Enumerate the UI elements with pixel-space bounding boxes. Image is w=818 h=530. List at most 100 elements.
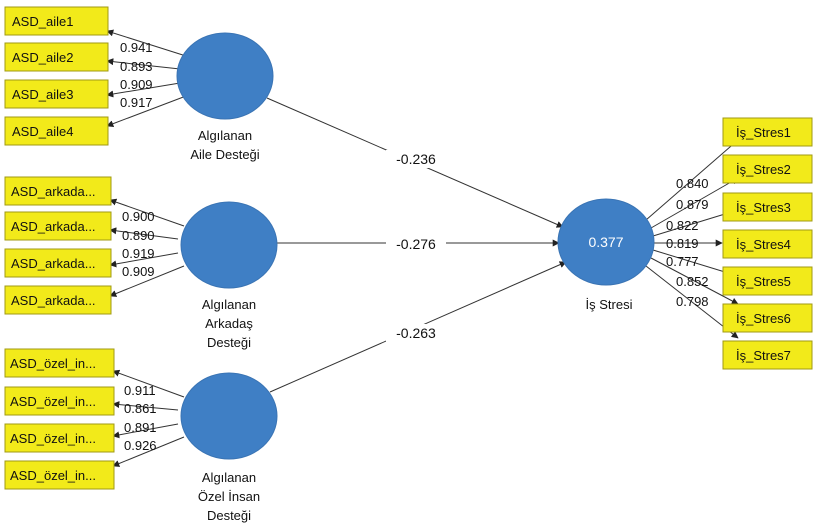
loading-value: 0.926: [124, 438, 157, 453]
loading-value: 0.777: [666, 254, 699, 269]
indicator-box[interactable]: ASD_arkada...: [4, 248, 112, 278]
path-coef-bg: [386, 235, 446, 253]
latent-stres[interactable]: 0.377: [557, 198, 655, 286]
indicator-box[interactable]: ASD_aile1: [4, 6, 109, 36]
indicator-label: İş_Stres4: [736, 237, 791, 252]
latent-label-stres: İş Stresi: [586, 297, 633, 312]
indicator-label: İş_Stres2: [736, 162, 791, 177]
indicator-box[interactable]: ASD_özel_in...: [4, 348, 115, 378]
loading-value: 0.822: [666, 218, 699, 233]
indicator-label: ASD_arkada...: [11, 184, 96, 199]
latent-label-line: Özel İnsan: [198, 489, 260, 504]
loading-value: 0.852: [676, 274, 709, 289]
latent-ozel[interactable]: [180, 372, 278, 460]
path-coef-bg: [386, 324, 446, 342]
loading-value: 0.909: [122, 264, 155, 279]
latent-label-line: Algılanan: [202, 470, 256, 485]
indicator-box[interactable]: İş_Stres4: [722, 229, 813, 259]
indicator-label: ASD_arkada...: [11, 293, 96, 308]
loading-edge-ozel-3: [112, 423, 179, 439]
loading-value: 0.840: [676, 176, 709, 191]
latent-label-line: Aile Desteği: [190, 147, 259, 162]
r-squared-value: 0.377: [588, 234, 623, 250]
loadings-ozel: 0.911 0.861 0.891 0.926: [124, 383, 157, 453]
indicator-box[interactable]: ASD_özel_in...: [4, 423, 115, 453]
loading-edge-aile-4: [106, 95, 187, 128]
indicator-label: İş_Stres5: [736, 274, 791, 289]
loading-edge-ozel-2: [112, 401, 179, 411]
loading-edge-stres-2: [650, 177, 739, 229]
indicator-label: ASD_aile1: [12, 14, 73, 29]
indicator-label: ASD_aile4: [12, 124, 73, 139]
indicator-label: İş_Stres7: [736, 348, 791, 363]
indicator-box[interactable]: İş_Stres3: [722, 192, 813, 222]
latent-label-line: Algılanan: [198, 128, 252, 143]
indicator-box[interactable]: ASD_arkada...: [4, 285, 112, 315]
loading-edge-aile-3: [106, 82, 181, 98]
loading-value: 0.941: [120, 40, 153, 55]
loading-value: 0.919: [122, 246, 155, 261]
indicator-box[interactable]: İş_Stres1: [722, 117, 813, 147]
loading-edge-stres-6: [650, 257, 739, 305]
loadings-aile: 0.941 0.893 0.909 0.917: [120, 40, 153, 110]
loading-edge-arkadas-4: [109, 265, 185, 297]
loading-value: 0.861: [124, 401, 157, 416]
latent-label-line: Desteği: [207, 508, 251, 523]
indicator-label: ASD_özel_in...: [10, 394, 96, 409]
loading-value: 0.891: [124, 420, 157, 435]
indicators-arkadas: ASD_arkada... ASD_arkada... ASD_arkada..…: [4, 176, 112, 315]
loading-edge-arkadas-1: [109, 198, 185, 227]
latent-label-line: Arkadaş: [205, 316, 253, 331]
indicator-label: ASD_özel_in...: [10, 431, 96, 446]
loading-edge-aile-2: [106, 58, 181, 70]
loading-value: 0.911: [124, 383, 156, 398]
loading-value: 0.917: [120, 95, 153, 110]
indicator-box[interactable]: ASD_arkada...: [4, 211, 112, 241]
indicator-box[interactable]: ASD_aile4: [4, 116, 109, 146]
loading-edge-ozel-1: [112, 369, 185, 398]
indicators-aile: ASD_aile1 ASD_aile2 ASD_aile3 ASD_aile4: [4, 6, 109, 146]
indicator-label: ASD_özel_in...: [10, 468, 96, 483]
loading-value: 0.798: [676, 294, 709, 309]
indicator-box[interactable]: ASD_özel_in...: [4, 386, 115, 416]
indicator-box[interactable]: ASD_arkada...: [4, 176, 112, 206]
indicator-label: ASD_arkada...: [11, 219, 96, 234]
loading-edge-aile-1: [106, 29, 187, 57]
latent-aile[interactable]: [176, 32, 274, 120]
indicator-label: ASD_aile2: [12, 50, 73, 65]
indicator-label: ASD_özel_in...: [10, 356, 96, 371]
indicator-box[interactable]: ASD_aile3: [4, 79, 109, 109]
indicator-box[interactable]: ASD_aile2: [4, 42, 109, 72]
latent-label-line: İş Stresi: [586, 297, 633, 312]
latent-arkadas[interactable]: [180, 201, 278, 289]
loading-value: 0.879: [676, 197, 709, 212]
loadings-stres: 0.840 0.879 0.822 0.819 0.777 0.852 0.79…: [666, 176, 709, 309]
loadings-arkadas: 0.900 0.890 0.919 0.909: [122, 209, 155, 279]
indicator-box[interactable]: ASD_özel_in...: [4, 460, 115, 490]
latent-label-line: Desteği: [207, 335, 251, 350]
latent-label-ozel: Algılanan Özel İnsan Desteği: [198, 470, 260, 523]
indicators-ozel: ASD_özel_in... ASD_özel_in... ASD_özel_i…: [4, 348, 115, 490]
loading-value: 0.900: [122, 209, 155, 224]
indicator-box[interactable]: İş_Stres2: [722, 154, 813, 184]
latent-label-line: Algılanan: [202, 297, 256, 312]
indicator-label: İş_Stres6: [736, 311, 791, 326]
indicators-stres: İş_Stres1 İş_Stres2 İş_Stres3 İş_Stres4 …: [722, 117, 813, 370]
loading-edge-arkadas-2: [109, 227, 179, 240]
latent-label-arkadas: Algılanan Arkadaş Desteği: [202, 297, 256, 350]
indicator-label: İş_Stres3: [736, 200, 791, 215]
loading-edge-stres-1: [645, 139, 739, 221]
loading-value: 0.890: [122, 228, 155, 243]
path-coefficient-arkadas: -0.276: [396, 236, 436, 252]
path-coefficient-aile: -0.236: [396, 151, 436, 167]
indicator-box[interactable]: İş_Stres5: [722, 266, 813, 296]
latent-label-aile: Algılanan Aile Desteği: [190, 128, 259, 162]
loading-value: 0.893: [120, 59, 153, 74]
loading-value: 0.909: [120, 77, 153, 92]
indicator-box[interactable]: İş_Stres6: [722, 303, 813, 333]
indicator-box[interactable]: İş_Stres7: [722, 340, 813, 370]
loading-edge-ozel-4: [112, 436, 185, 467]
indicator-label: ASD_arkada...: [11, 256, 96, 271]
loading-value: 0.819: [666, 236, 699, 251]
